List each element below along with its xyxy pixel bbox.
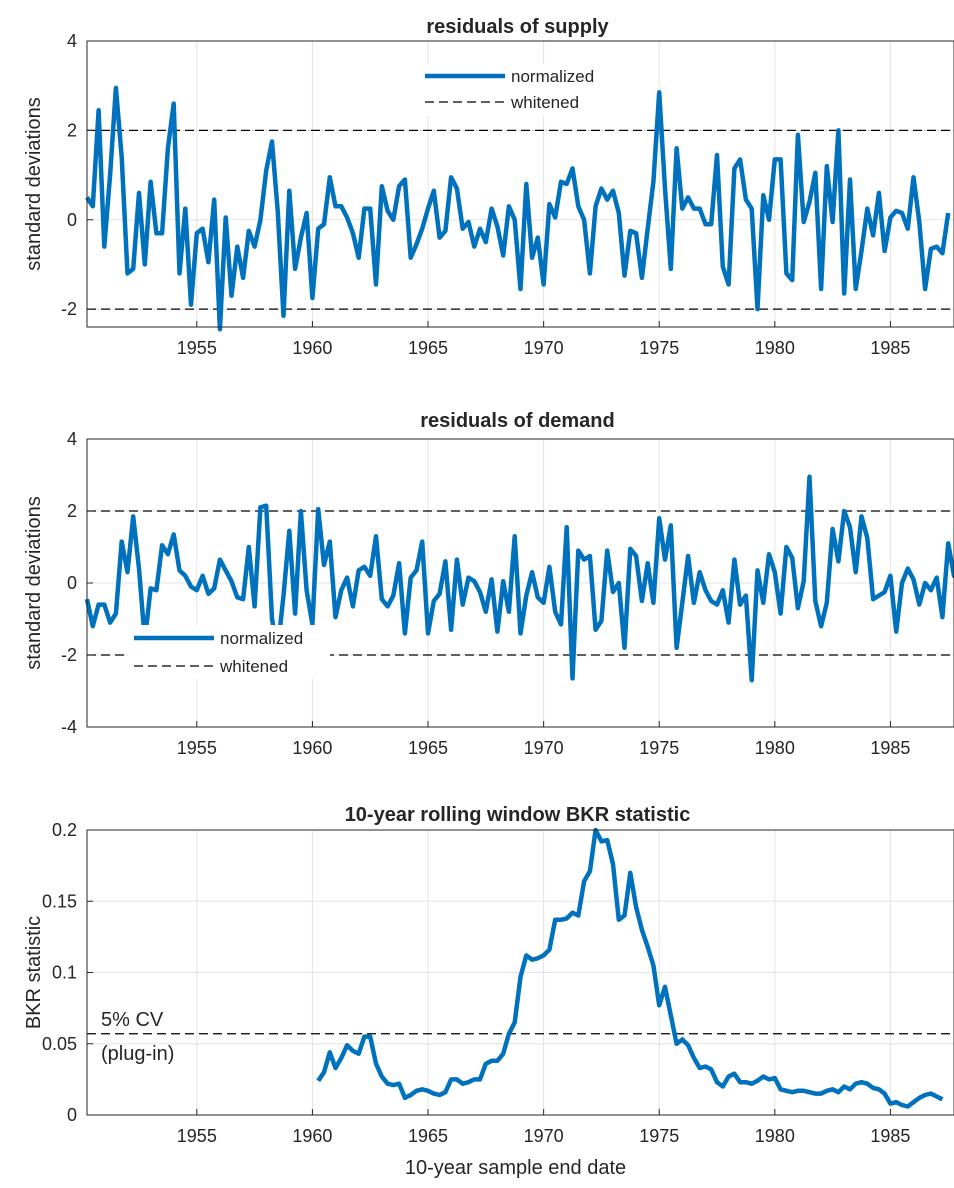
bkr-statistic-line [316,827,944,1109]
x-tick-label: 1960 [292,338,332,358]
y-tick-label: -2 [61,645,77,665]
x-tick-label: 1955 [177,338,217,358]
y-tick-label: 2 [67,120,77,140]
bkr-y-axis-label: BKR statistic [23,916,45,1029]
y-tick-label: -2 [61,299,77,319]
x-tick-label: 1985 [870,738,910,758]
demand-legend-normalized-label: normalized [220,629,303,648]
bkr-x-axis-label: 10-year sample end date [405,1157,626,1179]
demand-x-ticks: 1955 1960 1965 1970 1975 1980 1985 [177,721,910,758]
demand-legend-box [128,625,330,679]
x-tick-label: 1975 [639,338,679,358]
x-tick-label: 1980 [755,1126,795,1146]
x-tick-label: 1970 [524,1126,564,1146]
supply-x-ticks: 1955 1960 1965 1970 1975 1980 1985 [177,321,910,358]
bkr-x-ticks: 1955 1960 1965 1970 1975 1980 1985 [177,1109,910,1146]
cv-annotation-line1: 5% CV [101,1009,164,1031]
x-tick-label: 1960 [292,738,332,758]
y-tick-label: 2 [67,501,77,521]
supply-legend-box [418,64,614,116]
supply-y-ticks: -2 0 2 4 [61,31,93,319]
y-tick-label: 4 [67,31,77,51]
x-tick-label: 1980 [755,338,795,358]
supply-legend-whitened-label: whitened [510,93,579,112]
x-tick-label: 1965 [408,738,448,758]
x-tick-label: 1965 [408,338,448,358]
supply-threshold-lines [87,129,954,310]
y-tick-label: -4 [61,717,77,737]
y-tick-label: 0 [67,1105,77,1125]
y-tick-label: 0 [67,573,77,593]
x-tick-label: 1975 [639,1126,679,1146]
x-tick-label: 1955 [177,738,217,758]
panel-supply: 1955 1960 1965 1970 1975 1980 1985 -2 0 2 4 resid… [23,16,954,358]
demand-normalized-line [84,474,954,683]
panel-bkr: 1955 1960 1965 1970 1975 1980 1985 0 0.05 0.1 0.1… [23,804,954,1179]
y-tick-label: 0 [67,210,77,230]
supply-y-axis-label: standard deviations [23,97,45,270]
demand-y-ticks: -4 -2 0 2 4 [61,429,93,737]
demand-y-axis-label: standard deviations [23,496,45,669]
x-tick-label: 1965 [408,1126,448,1146]
demand-legend: normalized whitened [128,625,330,679]
y-tick-label: 0.1 [52,963,77,983]
bkr-y-ticks: 0 0.05 0.1 0.15 0.2 [42,820,93,1125]
y-tick-label: 4 [67,429,77,449]
panel-demand: 1955 1960 1965 1970 1975 1980 1985 -4 -2 0 2 4 res… [23,410,954,758]
demand-title: residuals of demand [420,410,615,432]
x-tick-label: 1970 [524,738,564,758]
demand-legend-whitened-label: whitened [219,657,288,676]
x-tick-label: 1980 [755,738,795,758]
x-tick-label: 1975 [639,738,679,758]
supply-axes-frame [86,40,954,328]
supply-legend-normalized-label: normalized [511,67,594,86]
supply-normalized-line [85,85,951,332]
y-tick-label: 0.15 [42,891,77,911]
bkr-title: 10-year rolling window BKR statistic [345,804,691,826]
cv-annotation-line2: (plug-in) [101,1043,174,1065]
x-tick-label: 1955 [177,1126,217,1146]
y-tick-label: 0.05 [42,1034,77,1054]
x-tick-label: 1985 [870,1126,910,1146]
supply-legend: normalized whitened [418,64,614,116]
x-tick-label: 1985 [870,338,910,358]
y-tick-label: 0.2 [52,820,77,840]
x-tick-label: 1960 [292,1126,332,1146]
x-tick-label: 1970 [524,338,564,358]
supply-title: residuals of supply [426,16,609,38]
